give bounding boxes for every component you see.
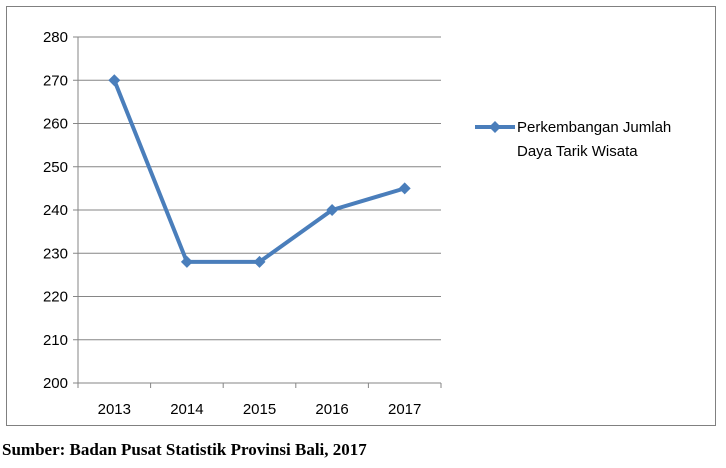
legend: Perkembangan Jumlah Daya Tarik Wisata	[475, 119, 671, 160]
y-tick-label: 260	[43, 116, 68, 133]
y-tick-label: 210	[43, 332, 68, 349]
y-tick-label: 270	[43, 72, 68, 89]
x-tick-labels: 2013 2014 2015 2016 2017	[98, 401, 422, 418]
y-tick-label: 250	[43, 159, 68, 176]
y-tick-labels: 200 210 220 230 240 250 260 270 280	[43, 29, 68, 392]
data-point-marker-2014	[180, 255, 193, 268]
axes	[73, 36, 442, 388]
y-tick-label: 280	[43, 29, 68, 46]
legend-diamond-marker	[489, 121, 501, 133]
data-point-marker-2013	[108, 74, 121, 87]
x-tick-label: 2016	[315, 401, 348, 418]
series-line-0	[112, 79, 406, 264]
x-tick-label: 2014	[170, 401, 203, 418]
y-tick-label: 230	[43, 245, 68, 262]
data-point-marker-2015	[253, 255, 266, 268]
line-chart: 200 210 220 230 240 250 260 270 280 2013 2014 2015…	[43, 29, 671, 418]
series-layer	[108, 74, 411, 268]
gridlines	[78, 36, 441, 341]
legend-label-line1: Perkembangan Jumlah	[517, 119, 671, 136]
source-note: Sumber: Badan Pusat Statistik Provinsi B…	[2, 440, 367, 459]
x-tick-label: 2015	[243, 401, 276, 418]
data-point-marker-2017	[398, 182, 411, 195]
y-tick-label: 220	[43, 289, 68, 306]
chart-frame: 200 210 220 230 240 250 260 270 280 2013 2014 2015…	[6, 6, 716, 426]
data-point-marker-2016	[326, 204, 339, 216]
y-tick-label: 240	[43, 202, 68, 219]
x-tick-label: 2017	[388, 401, 421, 418]
legend-label-line2: Daya Tarik Wisata	[517, 143, 638, 160]
y-tick-label: 200	[43, 375, 68, 392]
x-tick-label: 2013	[98, 401, 131, 418]
